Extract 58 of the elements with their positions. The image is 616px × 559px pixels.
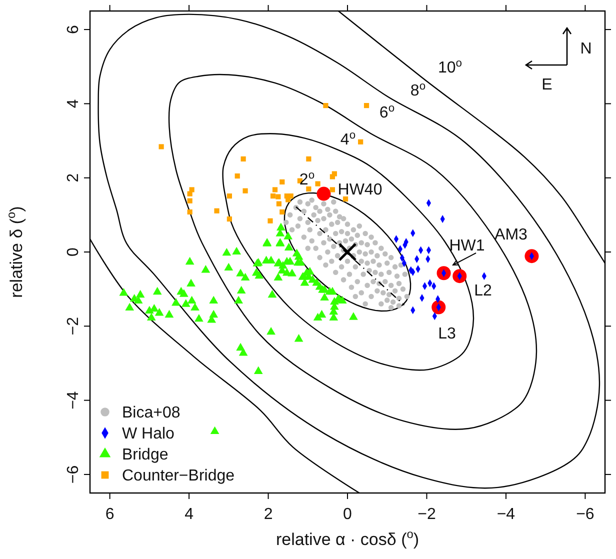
point bbox=[268, 218, 273, 224]
legend-label: Counter−Bridge bbox=[122, 468, 235, 485]
y-tick-label: −2 bbox=[65, 316, 82, 336]
point bbox=[158, 144, 164, 150]
annotation: E bbox=[542, 76, 552, 94]
x-tick-label: 0 bbox=[343, 506, 352, 523]
y-tick-label: 6 bbox=[65, 24, 82, 34]
point bbox=[187, 209, 192, 215]
annotation: HW40 bbox=[338, 182, 382, 199]
legend-label: W Halo bbox=[122, 426, 175, 443]
x-tick-label: 4 bbox=[184, 506, 194, 523]
point bbox=[323, 102, 328, 108]
annotation: HW1 bbox=[449, 238, 485, 255]
y-tick-label: 4 bbox=[65, 99, 82, 108]
annotation: N bbox=[580, 40, 592, 58]
annotation: 4$^{o}$ bbox=[340, 130, 356, 149]
point bbox=[226, 193, 232, 199]
annotation: AM3 bbox=[494, 226, 528, 244]
point bbox=[187, 191, 192, 196]
point bbox=[276, 201, 282, 206]
annotation: L2 bbox=[474, 282, 492, 300]
point bbox=[306, 156, 312, 162]
annotation: 6$^{o}$ bbox=[379, 102, 395, 122]
legend-label: Bridge bbox=[122, 446, 168, 464]
point bbox=[342, 196, 348, 202]
legend-label: Bica+08 bbox=[122, 404, 180, 422]
x-tick-label: −6 bbox=[576, 506, 594, 523]
point bbox=[234, 173, 240, 179]
annotation: L3 bbox=[438, 326, 456, 343]
y-tick-label: −6 bbox=[65, 465, 82, 484]
point bbox=[242, 188, 248, 194]
point bbox=[276, 194, 281, 200]
point bbox=[316, 186, 331, 201]
x-tick-label: −4 bbox=[496, 506, 516, 523]
point bbox=[358, 139, 364, 144]
y-tick-label: 2 bbox=[65, 173, 82, 182]
point bbox=[332, 171, 337, 176]
point bbox=[187, 198, 192, 204]
annotation: 8$^{o}$ bbox=[410, 80, 426, 100]
y-tick-label: −4 bbox=[65, 391, 82, 410]
annotation: 10$^{o}$ bbox=[438, 58, 462, 77]
x-tick-label: 2 bbox=[264, 506, 273, 523]
y-tick-label: 0 bbox=[65, 247, 82, 256]
point bbox=[280, 179, 285, 184]
point bbox=[330, 187, 335, 192]
point bbox=[280, 209, 285, 215]
point bbox=[214, 208, 220, 214]
point bbox=[272, 187, 278, 192]
point bbox=[306, 186, 312, 192]
point bbox=[270, 193, 276, 199]
point bbox=[315, 181, 320, 186]
point bbox=[226, 216, 232, 222]
x-axis-title: relative α · cosδ ($^{o}$) bbox=[276, 527, 420, 549]
x-tick-label: −2 bbox=[418, 506, 436, 523]
x-tick-label: 6 bbox=[105, 506, 114, 523]
point bbox=[364, 102, 370, 108]
point bbox=[240, 156, 246, 162]
annotation: 2$^{o}$ bbox=[299, 170, 315, 189]
